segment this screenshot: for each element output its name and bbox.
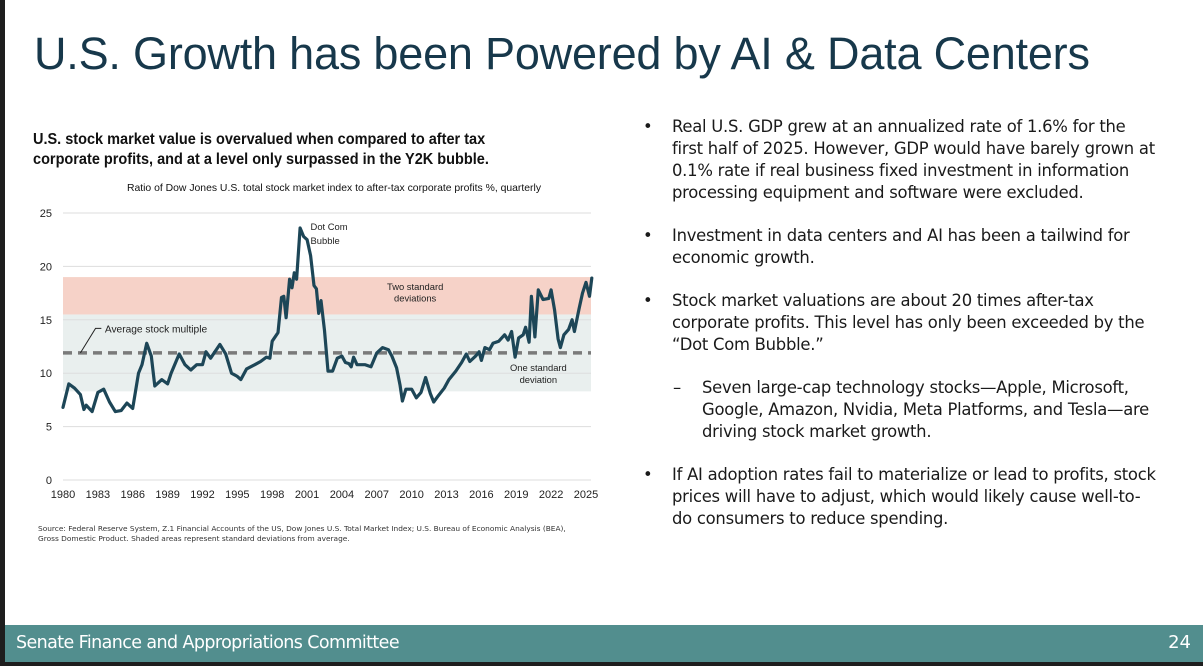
x-tick-label: 2001 [295, 489, 319, 501]
average-label: Average stock multiple [105, 324, 208, 335]
x-tick-label: 1983 [86, 489, 110, 501]
bullet-marker: • [643, 117, 653, 136]
bullet-marker: • [643, 226, 653, 245]
sub-bullet-text: Seven large-cap technology stocks—Apple,… [702, 378, 1149, 441]
bullet-marker: • [643, 465, 653, 484]
bullet-text: Stock market valuations are about 20 tim… [672, 291, 1145, 354]
chart-svg: Ratio of Dow Jones U.S. total stock mark… [40, 183, 598, 501]
x-tick-label: 2019 [504, 489, 528, 501]
x-tick-label: 2010 [399, 489, 423, 501]
one-std-label: deviation [520, 374, 558, 385]
y-tick-label: 0 [46, 475, 52, 487]
bullet-item: • Stock market valuations are about 20 ti… [640, 290, 1160, 356]
bullet-marker: • [643, 291, 653, 310]
series-layer [61, 226, 594, 414]
x-tick-label: 2022 [539, 489, 563, 501]
chart-title: Ratio of Dow Jones U.S. total stock mark… [127, 183, 542, 194]
x-tick-label: 2025 [574, 489, 598, 501]
x-tick-label: 1998 [260, 489, 284, 501]
dot-com-label: Bubble [311, 235, 340, 246]
grid-layer [63, 212, 591, 481]
x-tick-label: 1995 [225, 489, 249, 501]
x-tick-label: 1986 [120, 489, 144, 501]
x-tick-label: 1980 [51, 489, 75, 501]
bullet-item: • Investment in data centers and AI has b… [640, 225, 1160, 269]
bullet-text: If AI adoption rates fail to materialize… [672, 465, 1156, 528]
bullet-text: Real U.S. GDP grew at an annualized rate… [672, 117, 1155, 202]
window-left-border [0, 0, 5, 666]
x-tick-label: 2016 [469, 489, 493, 501]
bullet-list: • Real U.S. GDP grew at an annualized rat… [640, 116, 1160, 551]
one-std-label: One standard [510, 362, 567, 373]
sub-bullet-item: – Seven large-cap technology stocks—Apple… [640, 377, 1160, 443]
bullet-text: Investment in data centers and AI has be… [672, 226, 1130, 267]
chart-source: Source: Federal Reserve System, Z.1 Fina… [38, 524, 566, 543]
bullet-item: • Real U.S. GDP grew at an annualized rat… [640, 116, 1160, 204]
two-std-label: Two standard [387, 281, 443, 292]
x-tick-label: 2007 [365, 489, 389, 501]
slide-title: U.S. Growth has been Powered by AI & Dat… [34, 28, 1090, 79]
bullet-item: • If AI adoption rates fail to materializ… [640, 464, 1160, 530]
chart: Ratio of Dow Jones U.S. total stock mark… [0, 175, 610, 505]
x-tick-label: 1992 [190, 489, 214, 501]
sub-bullet-marker: – [673, 378, 682, 397]
footer-organization: Senate Finance and Appropriations Commit… [16, 633, 400, 653]
x-tick-label: 2004 [330, 489, 354, 501]
y-tick-label: 5 [46, 422, 52, 434]
y-tick-label: 15 [40, 315, 52, 327]
y-tick-label: 10 [40, 368, 52, 380]
series-line [61, 226, 594, 414]
average-leader-line [80, 327, 102, 354]
band-two-std [63, 277, 591, 315]
annotations-layer: Average stock multiple Dot Com Bubble Two s… [80, 221, 567, 385]
chart-headline: U.S. stock market value is overvalued wh… [33, 131, 489, 168]
window-bottom-border [0, 662, 1203, 666]
page-number: 24 [1168, 632, 1191, 653]
dot-com-label: Dot Com [311, 221, 348, 232]
y-tick-label: 20 [40, 261, 52, 273]
two-std-label: deviations [394, 293, 437, 304]
x-tick-label: 2013 [434, 489, 458, 501]
x-tick-label: 1989 [155, 489, 179, 501]
y-tick-label: 25 [40, 208, 52, 220]
slide-footer: Senate Finance and Appropriations Commit… [5, 625, 1203, 662]
